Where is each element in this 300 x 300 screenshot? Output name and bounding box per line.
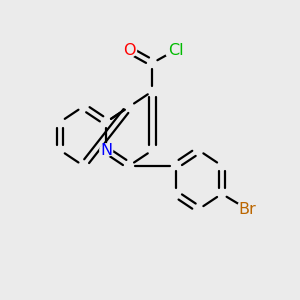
Text: O: O [123,43,136,58]
Circle shape [100,144,113,157]
Circle shape [165,40,186,60]
Circle shape [237,199,258,220]
Text: Cl: Cl [168,43,183,58]
Text: N: N [100,143,112,158]
Circle shape [122,43,136,57]
Text: Br: Br [238,202,256,217]
